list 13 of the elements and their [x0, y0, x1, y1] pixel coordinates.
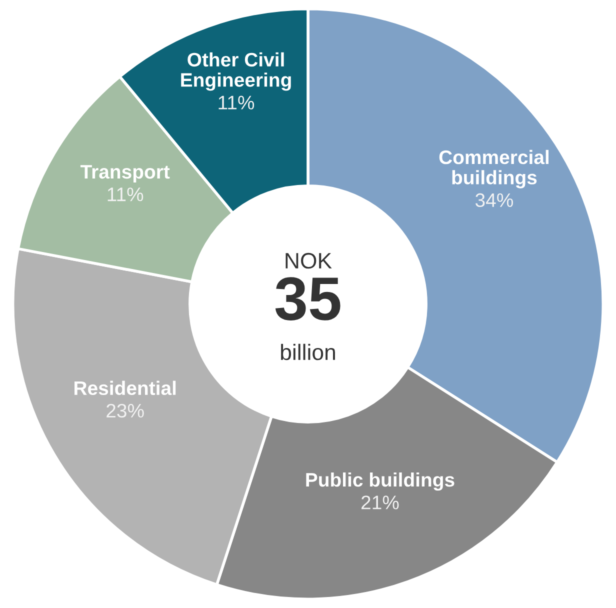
- text: billion: [281, 344, 335, 360]
- data-label: 11%: [108, 188, 144, 202]
- slice-label: Other Civil Engineering: [181, 52, 291, 91]
- data-label: 23%: [106, 404, 144, 418]
- data-label: 21%: [362, 496, 399, 510]
- slice-label: Transport: [80, 165, 170, 183]
- data-label: 34%: [476, 193, 513, 208]
- slice-label: Residential: [74, 380, 176, 396]
- text: 35: [275, 277, 340, 320]
- data-label: 11%: [218, 96, 254, 110]
- text: NOK: [286, 252, 332, 269]
- slice-label: Public buildings: [306, 472, 454, 491]
- slice-label: Commercial buildings: [439, 150, 548, 188]
